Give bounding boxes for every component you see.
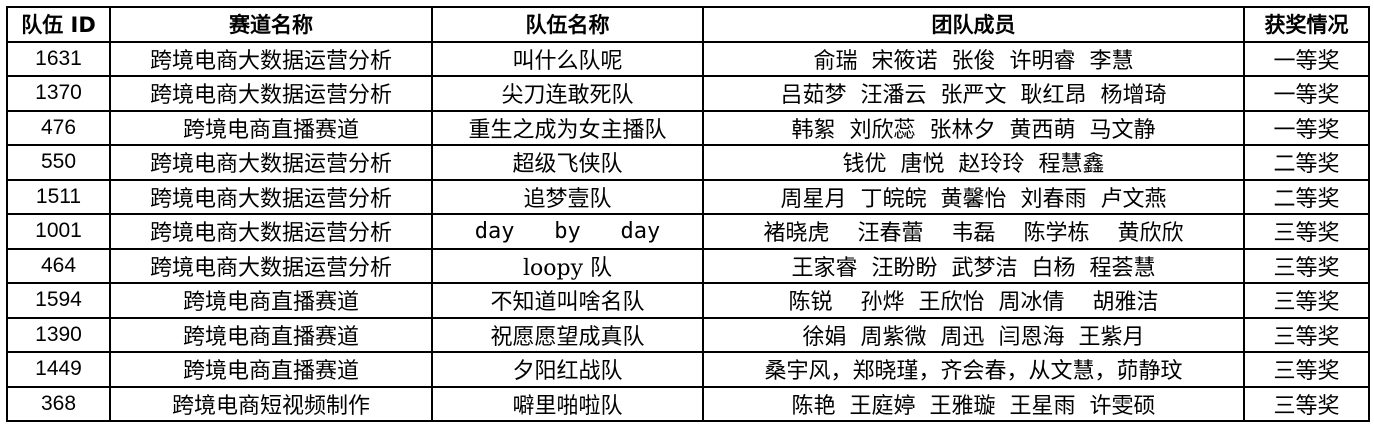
table-row: 1390 跨境电商直播赛道 祝愿愿望成真队 徐娟 周紫微 周迅 闫恩海 王紫月 三等奖 [6, 316, 1370, 353]
cell-team-id: 1511 [6, 178, 111, 215]
cell-team-members: 徐娟 周紫微 周迅 闫恩海 王紫月 [702, 316, 1245, 353]
table-row: 1449 跨境电商直播赛道 夕阳红战队 桑宇风，郑晓瑾，齐会春，从文慧，茆静玟 三等奖 [6, 351, 1370, 388]
cell-team-members: 陈锐 孙烨 王欣怡 周冰倩 胡雅洁 [702, 282, 1245, 319]
table-row: 1001 跨境电商大数据运营分析 day by day 褚晓虎 汪春蕾 韦磊 陈学栋 … [6, 213, 1370, 250]
cell-track-name: 跨境电商直播赛道 [109, 109, 433, 146]
cell-award: 三等奖 [1243, 247, 1370, 284]
cell-award: 一等奖 [1243, 109, 1370, 146]
cell-team-name: 噼里啪啦队 [431, 385, 704, 422]
column-header-team-id: 队伍 ID [6, 6, 111, 43]
cell-award: 三等奖 [1243, 213, 1370, 250]
cell-team-name: 尖刀连敢死队 [431, 75, 704, 112]
table-row: 464 跨境电商大数据运营分析 loopy 队王家睿 汪盼盼 武梦洁 白杨 程荟慧三… [6, 247, 1370, 284]
cell-team-members: 褚晓虎 汪春蕾 韦磊 陈学栋 黄欣欣 [702, 213, 1245, 250]
cell-track-name: 跨境电商大数据运营分析 [109, 144, 433, 181]
cell-team-members: 周星月 丁皖皖 黄馨怡 刘春雨 卢文燕 [702, 178, 1245, 215]
cell-track-name: 跨境电商大数据运营分析 [109, 75, 433, 112]
table-row: 476 跨境电商直播赛道 重生之成为女主播队 韩絮 刘欣蕊 张林夕 黄西萌 马文静 一等… [6, 109, 1370, 146]
cell-award: 二等奖 [1243, 178, 1370, 215]
cell-award: 一等奖 [1243, 75, 1370, 112]
table-row: 368 跨境电商短视频制作 噼里啪啦队 陈艳 王庭婷 王雅璇 王星雨 许雯硕 三等奖 [6, 385, 1370, 422]
cell-track-name: 跨境电商大数据运营分析 [109, 247, 433, 284]
table-row: 1370 跨境电商大数据运营分析 尖刀连敢死队 吕茹梦 汪潘云 张严文 耿红昂 杨增琦… [6, 75, 1370, 112]
cell-team-name: 重生之成为女主播队 [431, 109, 704, 146]
cell-team-id: 1631 [6, 40, 111, 77]
cell-award: 二等奖 [1243, 144, 1370, 181]
cell-team-name: 祝愿愿望成真队 [431, 316, 704, 353]
table-row: 550 跨境电商大数据运营分析 超级飞侠队 钱优 唐悦 赵玲玲 程慧鑫 二等奖 [6, 144, 1370, 181]
cell-track-name: 跨境电商直播赛道 [109, 351, 433, 388]
cell-award: 三等奖 [1243, 385, 1370, 422]
cell-award: 一等奖 [1243, 40, 1370, 77]
cell-award: 三等奖 [1243, 316, 1370, 353]
cell-team-name: 追梦壹队 [431, 178, 704, 215]
column-header-team-name: 队伍名称 [431, 6, 704, 43]
cell-team-id: 1594 [6, 282, 111, 319]
cell-team-members: 吕茹梦 汪潘云 张严文 耿红昂 杨增琦 [702, 75, 1245, 112]
cell-track-name: 跨境电商直播赛道 [109, 282, 433, 319]
cell-team-id: 1390 [6, 316, 111, 353]
cell-team-name: 不知道叫啥名队 [431, 282, 704, 319]
cell-team-members: 陈艳 王庭婷 王雅璇 王星雨 许雯硕 [702, 385, 1245, 422]
cell-track-name: 跨境电商短视频制作 [109, 385, 433, 422]
cell-team-members: 王家睿 汪盼盼 武梦洁 白杨 程荟慧 [702, 247, 1245, 284]
cell-team-name: 夕阳红战队 [431, 351, 704, 388]
cell-team-id: 1001 [6, 213, 111, 250]
table-row: 1511 跨境电商大数据运营分析 追梦壹队 周星月 丁皖皖 黄馨怡 刘春雨 卢文燕 二等… [6, 178, 1370, 215]
cell-team-id: 476 [6, 109, 111, 146]
cell-award: 三等奖 [1243, 282, 1370, 319]
column-header-track-name: 赛道名称 [109, 6, 433, 43]
cell-team-id: 464 [6, 247, 111, 284]
cell-team-members: 俞瑞 宋筱诺 张俊 许明睿 李慧 [702, 40, 1245, 77]
cell-team-id: 550 [6, 144, 111, 181]
cell-team-name: 叫什么队呢 [431, 40, 704, 77]
cell-team-name: day by day [431, 213, 704, 250]
table-row: 1594 跨境电商直播赛道 不知道叫啥名队 陈锐 孙烨 王欣怡 周冰倩 胡雅洁 三等奖 [6, 282, 1370, 319]
cell-award: 三等奖 [1243, 351, 1370, 388]
table-header-row: 队伍 ID 赛道名称 队伍名称 团队成员 获奖情况 [6, 6, 1370, 43]
cell-team-name: 超级飞侠队 [431, 144, 704, 181]
cell-team-members: 桑宇风，郑晓瑾，齐会春，从文慧，茆静玟 [702, 351, 1245, 388]
cell-team-members: 钱优 唐悦 赵玲玲 程慧鑫 [702, 144, 1245, 181]
column-header-award: 获奖情况 [1243, 6, 1370, 43]
cell-team-id: 1370 [6, 75, 111, 112]
cell-track-name: 跨境电商大数据运营分析 [109, 213, 433, 250]
cell-team-id: 1449 [6, 351, 111, 388]
cell-team-members: 韩絮 刘欣蕊 张林夕 黄西萌 马文静 [702, 109, 1245, 146]
cell-team-name: loopy 队 [431, 247, 704, 284]
table-row: 1631 跨境电商大数据运营分析 叫什么队呢 俞瑞 宋筱诺 张俊 许明睿 李慧 一等奖 [6, 40, 1370, 77]
awards-table: 队伍 ID 赛道名称 队伍名称 团队成员 获奖情况 1631 跨境电商大数据运营分析 叫什么… [6, 6, 1370, 422]
cell-track-name: 跨境电商大数据运营分析 [109, 178, 433, 215]
column-header-team-members: 团队成员 [702, 6, 1245, 43]
cell-track-name: 跨境电商直播赛道 [109, 316, 433, 353]
cell-team-id: 368 [6, 385, 111, 422]
cell-track-name: 跨境电商大数据运营分析 [109, 40, 433, 77]
